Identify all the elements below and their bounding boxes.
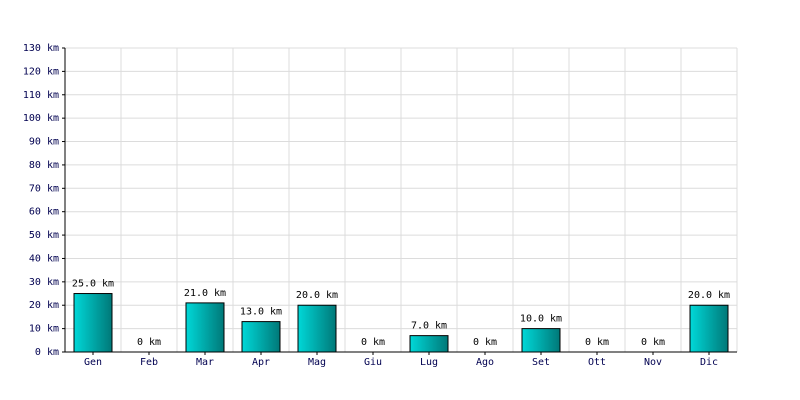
- y-tick-label: 80 km: [29, 160, 59, 171]
- y-tick-label: 60 km: [29, 207, 59, 218]
- value-label: 25.0 km: [72, 279, 114, 290]
- value-label: 0 km: [473, 337, 497, 348]
- x-tick-label: Feb: [140, 357, 158, 368]
- x-tick-label: Ago: [476, 357, 494, 368]
- value-label: 0 km: [361, 337, 385, 348]
- y-tick-label: 110 km: [23, 90, 59, 101]
- y-tick-label: 120 km: [23, 66, 59, 77]
- bar: [297, 304, 337, 353]
- value-label: 7.0 km: [411, 321, 447, 332]
- y-tick-label: 90 km: [29, 137, 59, 148]
- bar: [689, 304, 729, 353]
- y-tick-label: 0 km: [35, 347, 59, 358]
- bar: [241, 321, 281, 353]
- x-tick-label: Mar: [196, 357, 214, 368]
- x-tick-label: Mag: [308, 357, 326, 368]
- bar: [409, 335, 449, 353]
- y-tick-label: 30 km: [29, 277, 59, 288]
- value-label: 0 km: [641, 337, 665, 348]
- value-label: 21.0 km: [184, 288, 226, 299]
- x-tick-label: Dic: [700, 357, 718, 368]
- y-tick-label: 50 km: [29, 230, 59, 241]
- x-tick-label: Lug: [420, 357, 438, 368]
- x-tick-label: Giu: [364, 357, 382, 368]
- value-label: 0 km: [585, 337, 609, 348]
- value-label: 20.0 km: [688, 290, 730, 301]
- value-label: 20.0 km: [296, 290, 338, 301]
- bar: [185, 302, 225, 353]
- x-tick-label: Set: [532, 357, 550, 368]
- value-label: 0 km: [137, 337, 161, 348]
- bar: [521, 328, 561, 353]
- y-tick-label: 40 km: [29, 253, 59, 264]
- x-tick-label: Gen: [84, 357, 102, 368]
- y-tick-label: 20 km: [29, 300, 59, 311]
- y-tick-label: 100 km: [23, 113, 59, 124]
- y-tick-label: 70 km: [29, 183, 59, 194]
- x-tick-label: Ott: [588, 357, 606, 368]
- bar: [73, 293, 113, 353]
- x-tick-label: Nov: [644, 357, 662, 368]
- value-label: 10.0 km: [520, 314, 562, 325]
- value-label: 13.0 km: [240, 307, 282, 318]
- y-tick-label: 130 km: [23, 43, 59, 54]
- y-tick-label: 10 km: [29, 324, 59, 335]
- x-tick-label: Apr: [252, 357, 270, 368]
